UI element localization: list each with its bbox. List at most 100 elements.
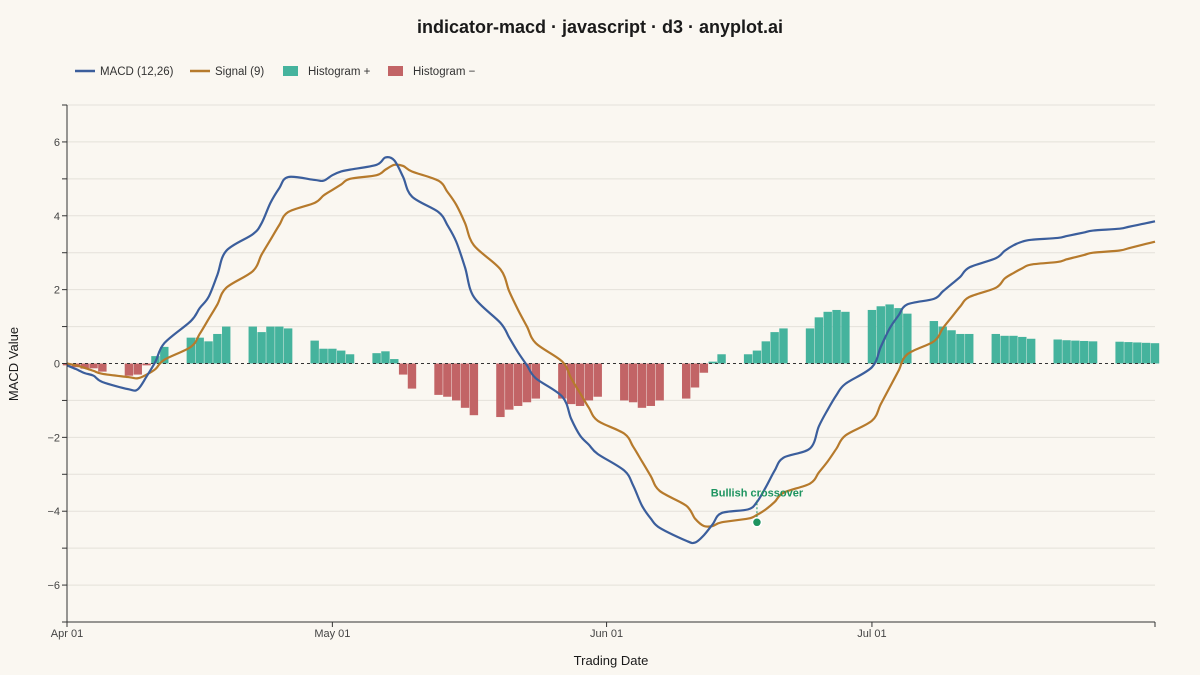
histogram-bar <box>1018 336 1027 364</box>
histogram-bar <box>779 328 788 364</box>
histogram-bar <box>1080 340 1089 364</box>
histogram-bar <box>275 326 284 364</box>
histogram-bar <box>124 363 134 376</box>
histogram-bar <box>867 309 877 364</box>
histogram-bar <box>717 354 726 364</box>
histogram-bar <box>965 333 974 364</box>
y-axis-label: MACD Value <box>6 327 21 401</box>
histogram-bar <box>841 311 850 364</box>
histogram-bar <box>505 363 514 410</box>
histogram-bar <box>407 363 417 389</box>
y-tick-label: −4 <box>47 506 60 518</box>
histogram-bar <box>938 326 947 364</box>
histogram-bar <box>89 363 98 369</box>
y-tick-label: −2 <box>47 432 60 444</box>
histogram-bar <box>469 363 479 416</box>
histogram-bar <box>213 333 222 364</box>
x-tick-label: Apr 01 <box>51 628 83 640</box>
legend-hist-neg-label: Histogram − <box>413 66 476 78</box>
histogram-bar <box>390 359 399 364</box>
legend-signal-label: Signal (9) <box>215 66 264 78</box>
histogram-bar <box>805 328 815 364</box>
histogram-bar <box>195 337 204 364</box>
histogram-bars <box>62 304 1160 418</box>
histogram-bar <box>283 328 293 364</box>
histogram-bar <box>310 340 319 364</box>
y-tick-label: −6 <box>47 580 60 592</box>
histogram-bar <box>558 363 567 399</box>
histogram-bar <box>443 363 452 397</box>
histogram-bar <box>222 326 231 364</box>
histogram-bar <box>1150 343 1160 364</box>
histogram-bar <box>637 363 647 408</box>
histogram-bar <box>620 363 629 401</box>
y-tick-label: 0 <box>54 359 60 371</box>
histogram-bar <box>531 363 541 399</box>
histogram-bar <box>160 346 169 364</box>
histogram-bar <box>398 363 408 375</box>
histogram-bar <box>1026 338 1036 364</box>
macd-line <box>66 156 1156 545</box>
histogram-bar <box>452 363 461 401</box>
histogram-bar <box>460 363 470 408</box>
histogram-bar <box>381 351 390 364</box>
histogram-bar <box>266 326 275 364</box>
histogram-bar <box>628 363 638 403</box>
x-axis-label: Trading Date <box>574 653 649 668</box>
histogram-bar <box>98 363 107 372</box>
histogram-bar <box>584 363 594 401</box>
histogram-bar <box>1062 340 1071 364</box>
histogram-bar <box>522 363 532 403</box>
histogram-bar <box>566 363 576 405</box>
histogram-bar <box>328 348 337 364</box>
histogram-bar <box>1009 335 1018 364</box>
histogram-bar <box>1053 339 1062 364</box>
histogram-bar <box>761 341 770 364</box>
histogram-bar <box>372 353 381 364</box>
histogram-bar <box>681 363 691 399</box>
histogram-bar <box>894 308 903 364</box>
histogram-bar <box>903 313 912 364</box>
histogram-bar <box>345 354 355 364</box>
histogram-bar <box>593 363 602 397</box>
histogram-bar <box>434 363 443 395</box>
y-ticks: 6 4 2 0 −2 −4 −6 <box>47 104 67 623</box>
histogram-bar <box>1133 342 1142 364</box>
legend-hist-pos-swatch <box>283 66 298 76</box>
histogram-bar <box>991 333 1000 364</box>
histogram-bar <box>496 363 505 418</box>
x-tick-label: Jul 01 <box>857 628 886 640</box>
legend-macd-label: MACD (12,26) <box>100 66 174 78</box>
histogram-bar <box>885 304 894 364</box>
x-tick-label: May 01 <box>314 628 350 640</box>
histogram-bar <box>1000 335 1009 364</box>
x-tick-label: Jun 01 <box>590 628 623 640</box>
histogram-bar <box>690 363 700 388</box>
histogram-bar <box>699 363 709 373</box>
histogram-bar <box>655 363 664 401</box>
histogram-bar <box>814 317 824 364</box>
legend-hist-pos-label: Histogram + <box>308 66 371 78</box>
histogram-bar <box>1115 341 1124 364</box>
chart-title: indicator-macd · javascript · d3 · anypl… <box>417 17 783 37</box>
crossover-marker <box>751 517 763 528</box>
histogram-bar <box>1124 342 1133 364</box>
histogram-bar <box>186 337 196 364</box>
legend-hist-neg-swatch <box>388 66 403 76</box>
histogram-bar <box>1088 341 1098 364</box>
x-ticks: Apr 01 May 01 Jun 01 Jul 01 <box>51 622 1156 640</box>
y-tick-label: 2 <box>54 285 60 297</box>
histogram-bar <box>956 333 965 364</box>
histogram-bar <box>133 363 142 375</box>
histogram-bar <box>646 363 656 406</box>
legend: MACD (12,26) Signal (9) Histogram + Hist… <box>75 66 476 78</box>
histogram-bar <box>752 350 762 364</box>
annotation-label: Bullish crossover <box>711 487 804 499</box>
histogram-bar <box>832 309 841 364</box>
histogram-bar <box>319 348 328 364</box>
histogram-bar <box>708 361 717 364</box>
histogram-bar <box>248 326 257 364</box>
histogram-bar <box>204 341 213 364</box>
histogram-bar <box>513 363 523 406</box>
